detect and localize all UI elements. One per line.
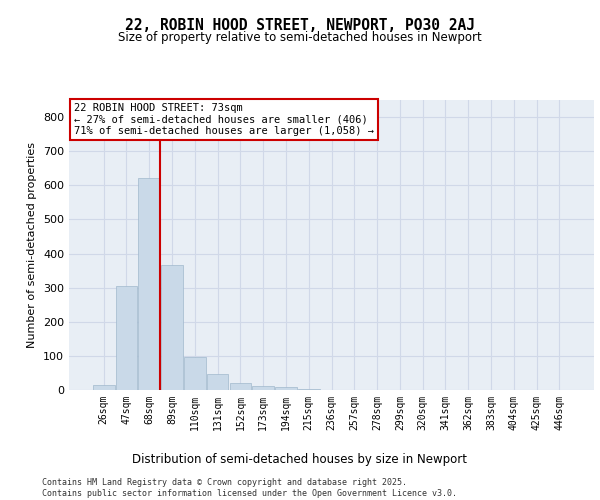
Bar — [184, 356, 206, 390]
Bar — [207, 374, 229, 390]
Text: Contains HM Land Registry data © Crown copyright and database right 2025.
Contai: Contains HM Land Registry data © Crown c… — [42, 478, 457, 498]
Bar — [93, 385, 115, 390]
Bar — [139, 178, 160, 390]
Bar — [161, 266, 183, 390]
Bar — [275, 386, 297, 390]
Y-axis label: Number of semi-detached properties: Number of semi-detached properties — [28, 142, 37, 348]
Text: 22 ROBIN HOOD STREET: 73sqm
← 27% of semi-detached houses are smaller (406)
71% : 22 ROBIN HOOD STREET: 73sqm ← 27% of sem… — [74, 103, 374, 136]
Text: Size of property relative to semi-detached houses in Newport: Size of property relative to semi-detach… — [118, 31, 482, 44]
Bar — [116, 286, 137, 390]
Bar — [253, 386, 274, 390]
Text: 22, ROBIN HOOD STREET, NEWPORT, PO30 2AJ: 22, ROBIN HOOD STREET, NEWPORT, PO30 2AJ — [125, 18, 475, 32]
Bar — [230, 383, 251, 390]
Text: Distribution of semi-detached houses by size in Newport: Distribution of semi-detached houses by … — [133, 452, 467, 466]
